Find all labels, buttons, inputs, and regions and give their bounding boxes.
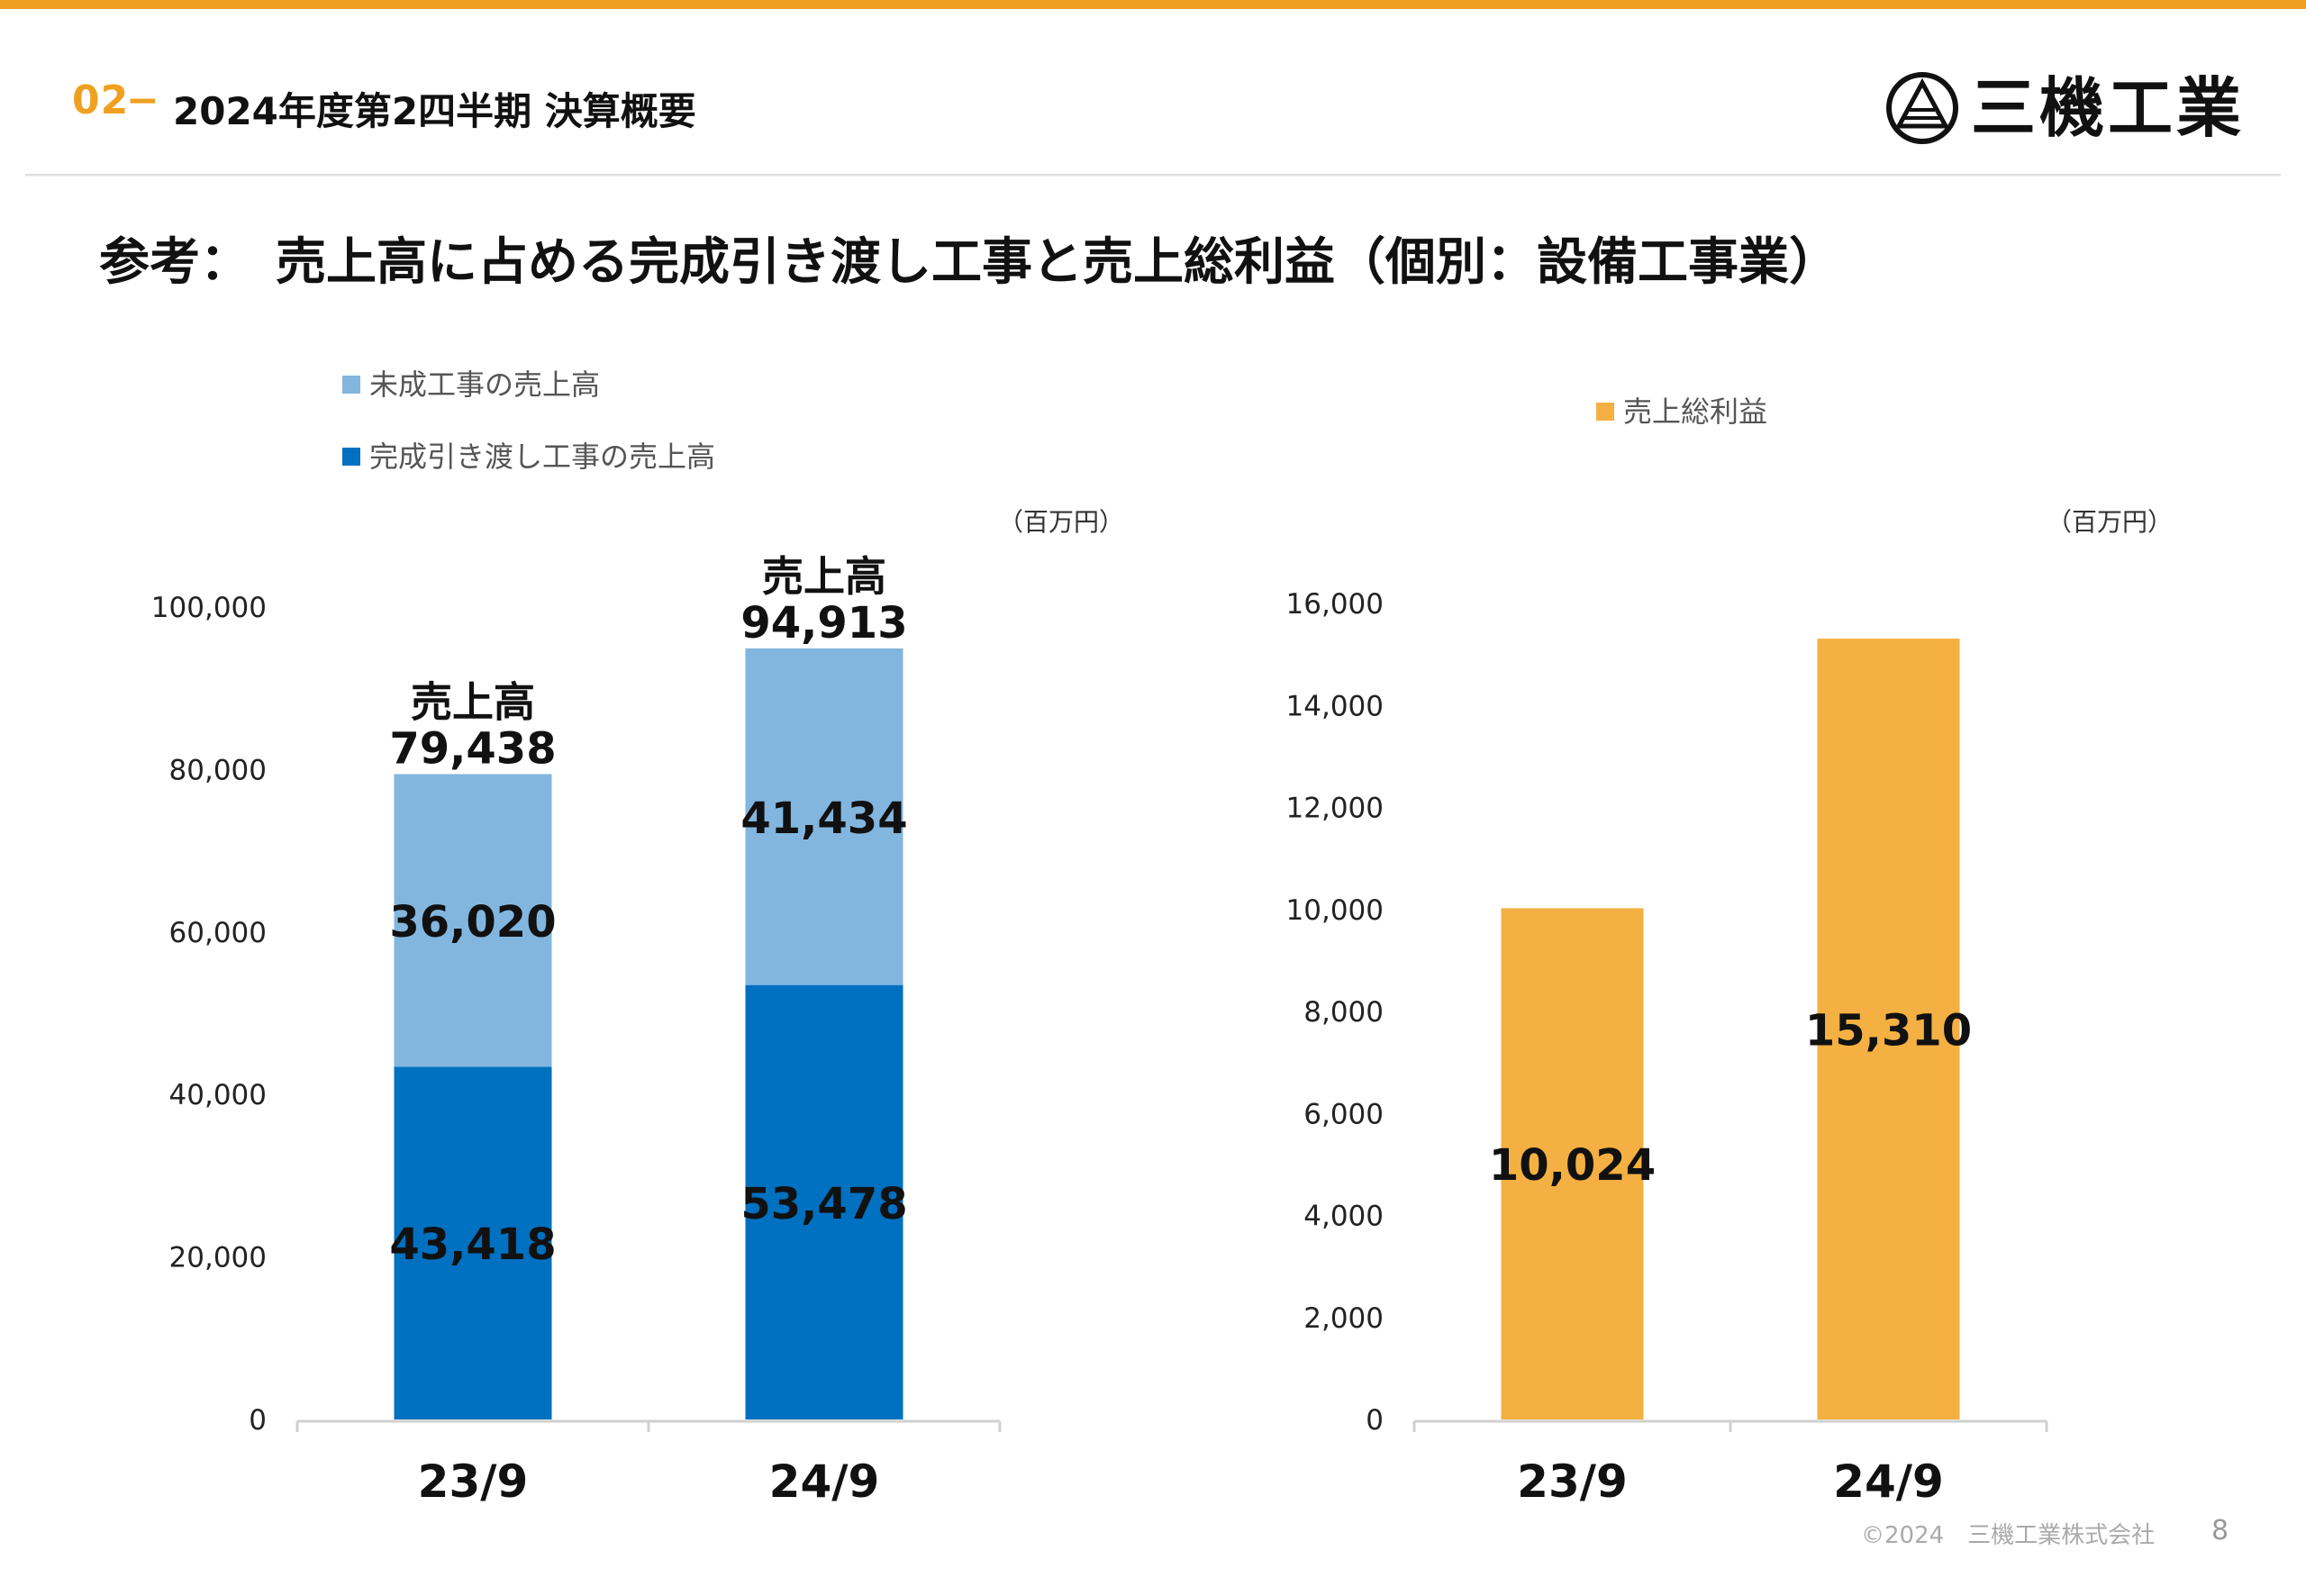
bar-segment	[394, 1066, 552, 1419]
y-tick-label: 40,000	[169, 1079, 267, 1111]
company-logo: 三機工業	[1884, 67, 2254, 150]
bar-value-label: 15,310	[1805, 1006, 1972, 1056]
y-tick-label: 60,000	[169, 917, 267, 949]
bar-segment	[1501, 908, 1644, 1419]
y-tick-label: 8,000	[1303, 996, 1384, 1029]
logo-mark-icon	[1886, 72, 1958, 144]
bar-segment	[394, 774, 552, 1067]
total-caption: 売上高	[411, 677, 535, 726]
bar-value-label: 36,020	[389, 897, 556, 948]
top-accent-bar	[0, 0, 2306, 9]
sales-stacked-bar-chart: 0 20,000 40,000 60,000 80,000 100,000 43,418 36…	[151, 552, 1002, 1508]
y-tick-label: 10,000	[1286, 894, 1384, 927]
legend-item-completed-sales: 完成引き渡し工事の売上高	[342, 434, 715, 476]
bar-value-label: 43,418	[389, 1220, 556, 1270]
total-caption: 売上高	[762, 552, 886, 601]
right-chart-unit: （百万円）	[2047, 507, 2174, 537]
bar-segment	[1817, 639, 1960, 1419]
x-category-label: 23/9	[1517, 1455, 1628, 1508]
header: 02 − 2024年度第2四半期 決算概要 三機工業	[0, 9, 2306, 176]
bar-segment	[745, 984, 903, 1419]
y-tick-label: 100,000	[151, 592, 267, 624]
section-number: 02	[72, 77, 130, 123]
footer-copyright: ©2024 三機工業株式会社	[1861, 1522, 2156, 1549]
legend-item-unfinished-sales: 未成工事の売上高	[342, 362, 600, 404]
y-tick-label: 80,000	[169, 754, 267, 786]
y-tick-label: 12,000	[1286, 793, 1384, 825]
bar-segment	[745, 648, 903, 985]
logo-text: 三機工業	[1971, 70, 2246, 146]
bar-value-label: 10,024	[1489, 1140, 1656, 1191]
y-tick-label: 14,000	[1286, 690, 1384, 722]
legend-label: 未成工事の売上高	[369, 367, 601, 402]
y-tick-label: 0	[249, 1404, 267, 1437]
bar-value-label: 53,478	[740, 1179, 907, 1229]
y-tick-label: 6,000	[1303, 1098, 1384, 1130]
left-chart-unit: （百万円）	[998, 507, 1125, 537]
page-heading: 参考： 売上高に占める完成引き渡し工事と売上総利益（個別：設備工事業）	[99, 233, 1839, 292]
y-tick-label: 20,000	[169, 1242, 267, 1274]
x-category-label: 24/9	[769, 1455, 880, 1508]
y-tick-label: 16,000	[1286, 588, 1384, 621]
legend-swatch	[342, 376, 360, 394]
total-value: 79,438	[389, 723, 556, 774]
legend-label: 売上総利益	[1623, 394, 1768, 429]
page-number: 8	[2211, 1515, 2229, 1546]
legend-swatch	[1596, 403, 1614, 421]
header-divider	[25, 174, 2281, 177]
section-title: 2024年度第2四半期 決算概要	[173, 89, 696, 133]
total-value: 94,913	[740, 598, 907, 648]
y-tick-label: 4,000	[1303, 1201, 1384, 1233]
legend-swatch	[342, 448, 360, 466]
bar-value-label: 41,434	[740, 793, 907, 844]
y-tick-label: 2,000	[1303, 1302, 1384, 1335]
x-category-label: 24/9	[1833, 1455, 1944, 1508]
x-category-label: 23/9	[418, 1455, 529, 1508]
section-dash: −	[126, 77, 159, 123]
legend-item-gross-profit: 売上総利益	[1596, 389, 1767, 431]
legend-label: 完成引き渡し工事の売上高	[369, 440, 716, 474]
y-tick-label: 0	[1366, 1404, 1384, 1437]
